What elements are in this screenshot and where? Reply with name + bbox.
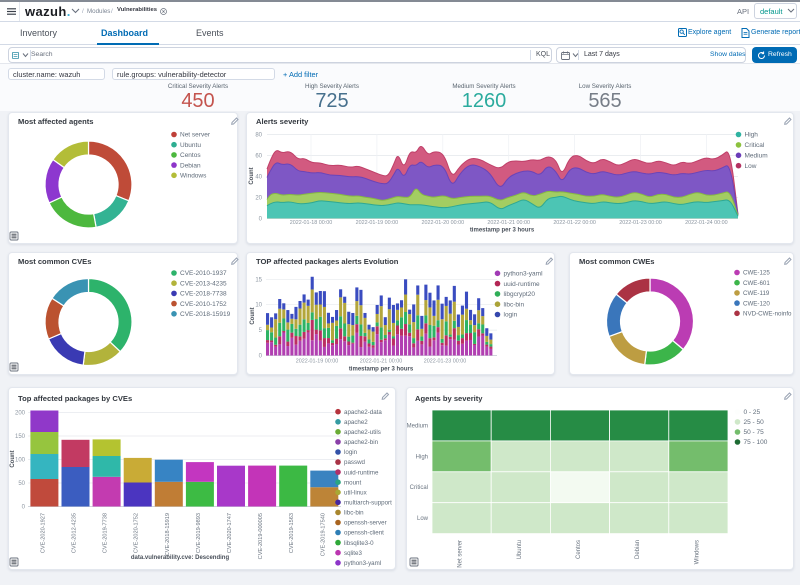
svg-text:apache2-utils: apache2-utils [344,429,381,436]
svg-text:multiarch-support: multiarch-support [344,500,392,507]
svg-text:NVD-CWE-noinfo: NVD-CWE-noinfo [743,311,792,318]
svg-text:CVE-2020-1752: CVE-2020-1752 [134,513,140,553]
svg-text:Count: Count [249,167,255,184]
svg-text:util-linux: util-linux [344,490,368,497]
svg-text:CVE-2019-17540: CVE-2019-17540 [320,513,326,556]
svg-text:Windows: Windows [180,173,207,180]
svg-text:CVE-2010-1752: CVE-2010-1752 [180,301,227,308]
svg-text:2022-01-20 00:00: 2022-01-20 00:00 [422,220,465,226]
svg-text:timestamp per 3 hours: timestamp per 3 hours [470,228,535,234]
svg-text:2022-01-19 00:00: 2022-01-19 00:00 [296,359,339,365]
svg-text:50 - 75: 50 - 75 [744,429,765,436]
svg-text:2022-01-22 00:00: 2022-01-22 00:00 [553,220,596,226]
svg-text:apache2-bin: apache2-bin [344,439,379,446]
svg-text:libgcrypt20: libgcrypt20 [504,291,536,298]
svg-text:Windows: Windows [694,540,700,564]
svg-text:passwd: passwd [344,459,366,466]
svg-text:libc-bin: libc-bin [344,510,364,517]
svg-text:apache2-data: apache2-data [344,409,382,416]
svg-text:login: login [344,449,358,456]
svg-text:openssh-server: openssh-server [344,520,387,527]
svg-text:CWE-119: CWE-119 [743,290,770,297]
svg-text:CVE-2010-1937: CVE-2010-1937 [180,270,227,277]
svg-text:CWE-120: CWE-120 [743,300,770,307]
svg-text:0: 0 [259,354,263,360]
svg-text:Medium: Medium [407,423,428,429]
svg-text:CVE-2020-1927: CVE-2020-1927 [40,513,46,553]
svg-text:Medium: Medium [745,153,768,160]
svg-text:Net server: Net server [180,132,211,139]
svg-text:60: 60 [255,153,262,159]
svg-text:0 - 25: 0 - 25 [744,409,761,416]
svg-text:50: 50 [18,481,25,487]
svg-text:CWE-125: CWE-125 [743,270,770,277]
svg-text:2022-01-18 00:00: 2022-01-18 00:00 [290,220,333,226]
svg-text:login: login [504,312,518,319]
svg-text:100: 100 [15,458,26,464]
svg-text:150: 150 [15,434,26,440]
svg-text:80: 80 [255,132,262,138]
svg-text:20: 20 [255,195,262,201]
svg-text:200: 200 [15,411,26,417]
svg-text:Count: Count [10,450,16,467]
svg-text:CVE-2018-15919: CVE-2018-15919 [165,513,171,556]
svg-text:CVE-2019-9893: CVE-2019-9893 [196,513,202,553]
svg-text:openssh-client: openssh-client [344,530,384,537]
svg-text:CVE-2019-7738: CVE-2019-7738 [103,513,109,553]
svg-text:40: 40 [255,174,262,180]
svg-text:mount: mount [344,479,361,486]
svg-text:python3-yaml: python3-yaml [504,271,544,278]
svg-text:CVE-2018-7738: CVE-2018-7738 [180,291,227,298]
svg-text:10: 10 [255,303,262,309]
svg-text:75 - 100: 75 - 100 [744,439,768,446]
svg-text:libsqlite3-0: libsqlite3-0 [344,540,374,547]
svg-text:High: High [416,454,428,460]
svg-text:libc-bin: libc-bin [504,301,525,308]
svg-text:CWE-601: CWE-601 [743,280,770,287]
svg-text:CVE-2012-4235: CVE-2012-4235 [72,513,78,553]
svg-text:CVE-2013-4235: CVE-2013-4235 [180,280,227,287]
svg-text:0: 0 [259,216,263,222]
svg-text:sqlite3: sqlite3 [344,550,362,557]
svg-text:Low: Low [417,516,429,522]
svg-text:data.vulnerability.cve: Descen: data.vulnerability.cve: Descending [131,555,230,561]
svg-text:2022-01-21 00:00: 2022-01-21 00:00 [487,220,530,226]
svg-text:Debian: Debian [635,540,641,559]
svg-text:2022-01-19 00:00: 2022-01-19 00:00 [356,220,399,226]
svg-text:2022-01-21 00:00: 2022-01-21 00:00 [360,359,403,365]
svg-text:CVE-2018-15919: CVE-2018-15919 [180,311,231,318]
svg-text:Centos: Centos [180,152,201,159]
svg-text:2022-01-24 00:00: 2022-01-24 00:00 [685,220,728,226]
svg-text:timestamp per 3 hours: timestamp per 3 hours [349,367,414,373]
svg-text:Net server: Net server [458,540,464,568]
svg-text:25 - 50: 25 - 50 [744,419,765,426]
svg-text:Critical: Critical [745,142,765,149]
svg-text:High: High [745,132,759,139]
svg-text:CVE-2019-000005: CVE-2019-000005 [258,513,264,559]
svg-text:15: 15 [255,277,262,283]
svg-text:Critical: Critical [410,485,428,491]
svg-text:2022-01-23 00:00: 2022-01-23 00:00 [424,359,467,365]
svg-text:Debian: Debian [180,162,201,169]
svg-text:Count: Count [250,307,256,324]
svg-text:2022-01-23 00:00: 2022-01-23 00:00 [619,220,662,226]
svg-text:uuid-runtime: uuid-runtime [344,469,379,476]
svg-text:0: 0 [22,505,26,511]
svg-text:Ubuntu: Ubuntu [517,540,523,559]
svg-text:Ubuntu: Ubuntu [180,142,201,149]
svg-text:5: 5 [259,328,263,334]
svg-text:Centos: Centos [576,540,582,559]
svg-text:CVE-2020-1747: CVE-2020-1747 [227,513,233,553]
svg-text:python3-yaml: python3-yaml [344,560,381,567]
svg-text:CVE-2019-1563: CVE-2019-1563 [289,513,295,553]
svg-text:uuid-runtime: uuid-runtime [504,281,541,288]
svg-text:Low: Low [745,163,757,170]
svg-text:apache2: apache2 [344,419,368,426]
